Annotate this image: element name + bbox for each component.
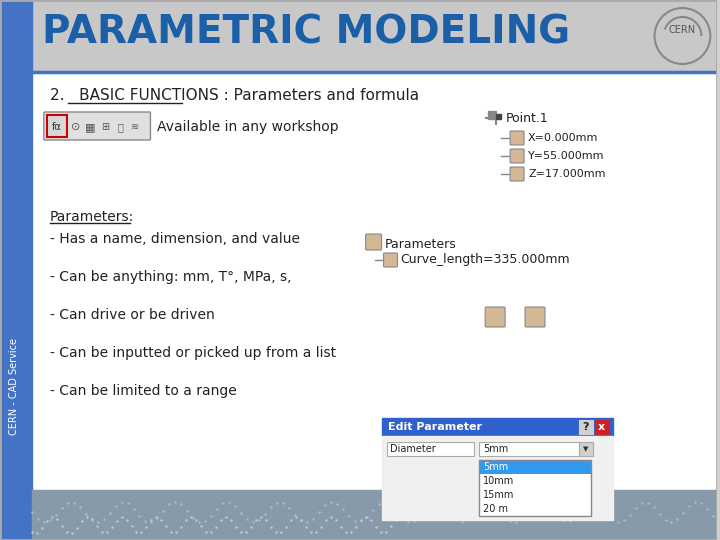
Text: 5mm: 5mm [483,462,508,472]
Text: Diameter: Diameter [390,444,436,454]
Text: 15mm: 15mm [483,490,515,500]
FancyBboxPatch shape [510,149,524,163]
Bar [480,502,591,516]
Text: - Has a name, dimension, and value: - Has a name, dimension, and value [50,232,300,246]
Bar [579,442,593,456]
Bar [595,420,608,434]
Bar [382,436,613,520]
Bar [0,0,717,72]
Text: ▦: ▦ [86,122,96,132]
Text: ≋: ≋ [132,122,140,132]
FancyBboxPatch shape [44,112,150,140]
Text: Y=55.000mm: Y=55.000mm [528,151,605,161]
Bar [496,114,501,119]
Bar [579,420,593,434]
FancyBboxPatch shape [510,131,524,145]
Bar [387,442,474,456]
Text: ⊞: ⊞ [102,122,109,132]
Bar [480,474,591,488]
Text: Edit Parameter: Edit Parameter [387,422,482,432]
Text: 5mm: 5mm [483,444,508,454]
Bar [480,442,579,456]
Text: 2.   BASIC FUNCTIONS : Parameters and formula: 2. BASIC FUNCTIONS : Parameters and form… [50,88,419,103]
Text: fα: fα [52,122,62,132]
Text: ⊙: ⊙ [71,122,81,132]
Text: ?: ? [582,422,589,432]
Bar [382,418,613,436]
Text: 20 m: 20 m [483,504,508,514]
FancyBboxPatch shape [485,307,505,327]
Text: CERN - CAD Service: CERN - CAD Service [9,338,19,435]
FancyBboxPatch shape [510,167,524,181]
Text: ⬞: ⬞ [117,122,124,132]
Text: PARAMETRIC MODELING: PARAMETRIC MODELING [42,14,570,52]
Bar [32,490,717,540]
Text: Curve_length=335.000mm: Curve_length=335.000mm [400,253,570,267]
Text: Parameters: Parameters [384,239,456,252]
Text: Point.1: Point.1 [506,112,549,125]
Bar [480,460,591,516]
Text: - Can drive or be driven: - Can drive or be driven [50,308,215,322]
Text: Available in any workshop: Available in any workshop [158,120,339,134]
Bar [488,111,496,119]
FancyBboxPatch shape [366,234,382,250]
FancyBboxPatch shape [525,307,545,327]
Bar [0,72,32,540]
Bar [0,0,32,72]
Text: Z=17.000mm: Z=17.000mm [528,169,606,179]
Text: 10mm: 10mm [483,476,515,486]
Text: CERN: CERN [669,25,696,35]
Bar [32,72,717,492]
Circle shape [654,8,711,64]
Text: Parameters:: Parameters: [50,210,134,224]
FancyBboxPatch shape [384,253,397,267]
Text: - Can be anything: mm, T°, MPa, s,: - Can be anything: mm, T°, MPa, s, [50,270,292,284]
Bar [480,460,591,474]
Text: - Can be limited to a range: - Can be limited to a range [50,384,237,398]
Text: ▼: ▼ [583,446,588,452]
Bar [480,488,591,502]
Text: X=0.000mm: X=0.000mm [528,133,598,143]
Text: - Can be inputted or picked up from a list: - Can be inputted or picked up from a li… [50,346,336,360]
Text: x: x [598,422,606,432]
Bar [47,115,67,137]
